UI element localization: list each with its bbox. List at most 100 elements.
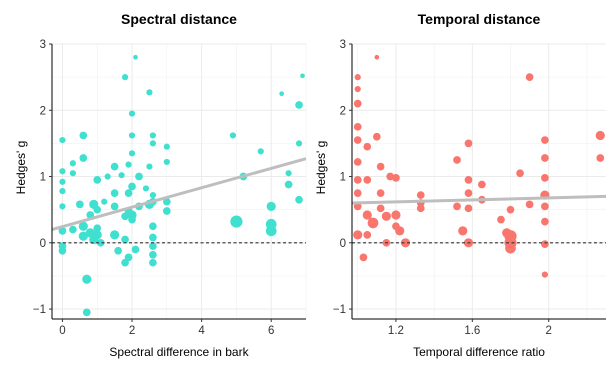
data-point [464, 175, 473, 184]
data-point [453, 156, 461, 164]
data-point [131, 245, 140, 254]
y-tick-label: −1 [33, 304, 46, 316]
y-tick-label: −1 [333, 304, 346, 316]
data-point [149, 242, 157, 250]
data-point [78, 221, 88, 231]
y-tick-label: 2 [340, 105, 346, 117]
data-point [93, 175, 102, 184]
data-point [149, 132, 157, 139]
x-axis-title: Temporal difference ratio [413, 345, 545, 359]
data-point [92, 230, 102, 240]
y-tick-label: 1 [40, 172, 46, 184]
data-point [59, 136, 66, 144]
data-point [82, 308, 91, 317]
data-point [135, 172, 143, 181]
data-point [596, 154, 605, 162]
data-point [110, 202, 119, 211]
data-point [363, 142, 372, 151]
data-point [59, 188, 66, 195]
data-point [114, 246, 122, 255]
data-point [279, 91, 284, 97]
data-point [149, 222, 157, 231]
y-tick-label: 1 [340, 172, 346, 184]
x-tick-label: 1.2 [388, 325, 404, 337]
data-point [525, 200, 534, 209]
data-point [163, 143, 170, 150]
x-tick-label: 2 [546, 325, 552, 337]
data-point [229, 132, 237, 139]
data-point [359, 253, 368, 262]
data-point [525, 73, 534, 81]
data-point [541, 174, 549, 182]
data-point [295, 195, 303, 204]
data-point [541, 136, 549, 144]
data-point [163, 158, 170, 166]
data-point [284, 180, 293, 189]
data-point [376, 162, 385, 171]
data-points [58, 54, 305, 317]
data-point [79, 154, 88, 162]
data-points [353, 54, 605, 278]
data-point [506, 205, 515, 214]
data-point [69, 225, 77, 234]
data-point [230, 215, 243, 228]
data-point [541, 240, 549, 248]
data-point [541, 217, 549, 226]
data-point [110, 189, 119, 197]
data-point [391, 210, 401, 220]
data-point [354, 74, 361, 81]
data-point [497, 215, 505, 224]
y-axis-title: Hedges' g [14, 141, 28, 195]
y-tick-label: 3 [40, 39, 46, 51]
data-point [59, 178, 66, 185]
data-point [353, 136, 362, 144]
trend-line [51, 157, 307, 231]
data-point [381, 211, 391, 221]
grid-lines [352, 43, 606, 319]
data-point [353, 99, 362, 108]
data-point [101, 198, 108, 205]
data-point [376, 189, 385, 197]
data-point [128, 132, 136, 139]
data-point [124, 253, 133, 262]
data-point [162, 197, 171, 206]
data-point [363, 175, 372, 184]
x-tick-label: 2 [129, 325, 135, 337]
data-point [128, 110, 136, 117]
data-point [125, 161, 132, 168]
data-point [395, 226, 405, 236]
data-point [110, 162, 119, 171]
data-point [416, 191, 425, 199]
x-tick-label: 6 [268, 325, 274, 337]
data-point [478, 180, 486, 189]
data-point [595, 130, 605, 141]
data-point [386, 172, 395, 181]
data-point [146, 163, 153, 170]
data-point [128, 150, 136, 157]
data-point [400, 238, 411, 248]
data-point [458, 226, 468, 236]
data-point [59, 168, 66, 175]
data-point [59, 203, 66, 210]
data-point [354, 85, 361, 93]
data-point [541, 154, 549, 162]
data-point [93, 224, 102, 233]
data-point [121, 235, 129, 244]
data-point [58, 227, 67, 235]
x-axis-title: Spectral difference in bark [109, 345, 249, 359]
data-point [541, 271, 548, 278]
data-point [266, 201, 276, 211]
chart-title: Temporal distance [418, 11, 541, 27]
data-point [127, 210, 137, 220]
data-point [516, 169, 524, 178]
data-point [392, 174, 400, 182]
data-point [149, 233, 157, 242]
data-point [118, 172, 125, 179]
data-point [149, 258, 157, 267]
panel-1: −1 0 1 2 3 0 2 4 6 Spectral distance Spectral diff… [14, 11, 307, 359]
data-point [75, 200, 84, 209]
data-point [142, 185, 150, 192]
data-point [353, 230, 363, 240]
y-tick-label: 3 [340, 39, 346, 51]
